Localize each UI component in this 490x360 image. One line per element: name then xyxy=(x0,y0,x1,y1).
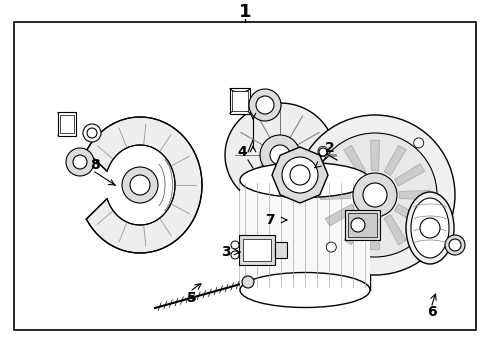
Polygon shape xyxy=(320,190,350,199)
Text: 1: 1 xyxy=(239,3,251,21)
Bar xyxy=(230,88,250,114)
Circle shape xyxy=(282,157,318,193)
Text: 3: 3 xyxy=(221,245,231,259)
Circle shape xyxy=(270,145,290,165)
Circle shape xyxy=(242,276,254,288)
Circle shape xyxy=(290,165,310,185)
Bar xyxy=(14,22,476,330)
Circle shape xyxy=(256,96,274,114)
Polygon shape xyxy=(86,117,202,253)
Bar xyxy=(239,235,275,265)
Circle shape xyxy=(73,155,87,169)
Circle shape xyxy=(422,234,432,244)
Circle shape xyxy=(231,241,239,249)
Circle shape xyxy=(414,138,424,148)
Circle shape xyxy=(420,218,440,238)
Polygon shape xyxy=(240,180,370,290)
Polygon shape xyxy=(394,164,425,186)
Polygon shape xyxy=(394,204,425,226)
Text: 8: 8 xyxy=(90,158,100,172)
Circle shape xyxy=(351,218,365,232)
Polygon shape xyxy=(370,220,379,250)
Polygon shape xyxy=(325,164,355,186)
Polygon shape xyxy=(370,140,379,170)
Text: 7: 7 xyxy=(265,213,275,227)
Circle shape xyxy=(66,148,94,176)
Circle shape xyxy=(445,235,465,255)
Polygon shape xyxy=(344,145,366,175)
Polygon shape xyxy=(325,204,355,226)
Text: 2: 2 xyxy=(325,141,335,155)
Bar xyxy=(275,242,287,258)
Circle shape xyxy=(87,128,97,138)
Ellipse shape xyxy=(406,192,454,264)
Circle shape xyxy=(449,239,461,251)
Text: 4: 4 xyxy=(237,145,247,159)
Circle shape xyxy=(326,242,336,252)
Circle shape xyxy=(293,156,317,180)
Circle shape xyxy=(363,183,387,207)
Bar xyxy=(58,112,76,136)
Bar xyxy=(60,115,74,133)
Bar xyxy=(243,239,271,261)
Bar xyxy=(232,91,248,111)
Circle shape xyxy=(83,124,101,142)
Polygon shape xyxy=(225,103,335,207)
Circle shape xyxy=(295,115,455,275)
Polygon shape xyxy=(400,190,430,199)
Text: 6: 6 xyxy=(427,305,437,319)
Ellipse shape xyxy=(240,162,370,198)
Circle shape xyxy=(130,175,150,195)
Polygon shape xyxy=(272,147,328,203)
Circle shape xyxy=(313,133,437,257)
Circle shape xyxy=(318,146,328,156)
Circle shape xyxy=(299,162,311,174)
Circle shape xyxy=(122,167,158,203)
Bar xyxy=(345,210,380,240)
Circle shape xyxy=(319,148,327,156)
Circle shape xyxy=(231,251,239,259)
Polygon shape xyxy=(384,145,406,175)
Bar xyxy=(348,213,377,237)
Circle shape xyxy=(249,89,281,121)
Ellipse shape xyxy=(240,273,370,307)
Polygon shape xyxy=(384,215,406,245)
Text: 5: 5 xyxy=(187,291,197,305)
Ellipse shape xyxy=(411,198,449,258)
Polygon shape xyxy=(344,215,366,245)
Circle shape xyxy=(260,135,300,175)
Circle shape xyxy=(353,173,397,217)
